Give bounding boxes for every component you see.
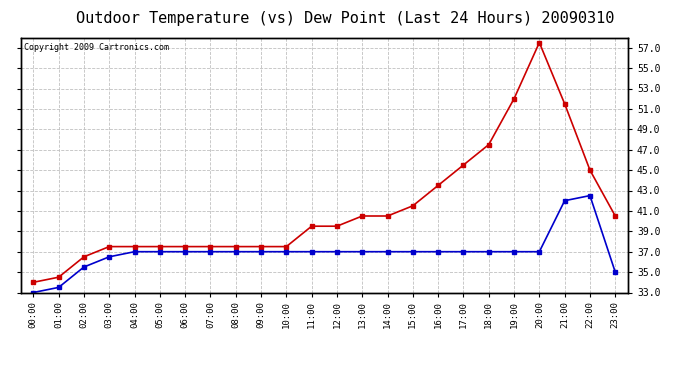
Text: Copyright 2009 Cartronics.com: Copyright 2009 Cartronics.com	[23, 43, 169, 52]
Text: Outdoor Temperature (vs) Dew Point (Last 24 Hours) 20090310: Outdoor Temperature (vs) Dew Point (Last…	[76, 11, 614, 26]
